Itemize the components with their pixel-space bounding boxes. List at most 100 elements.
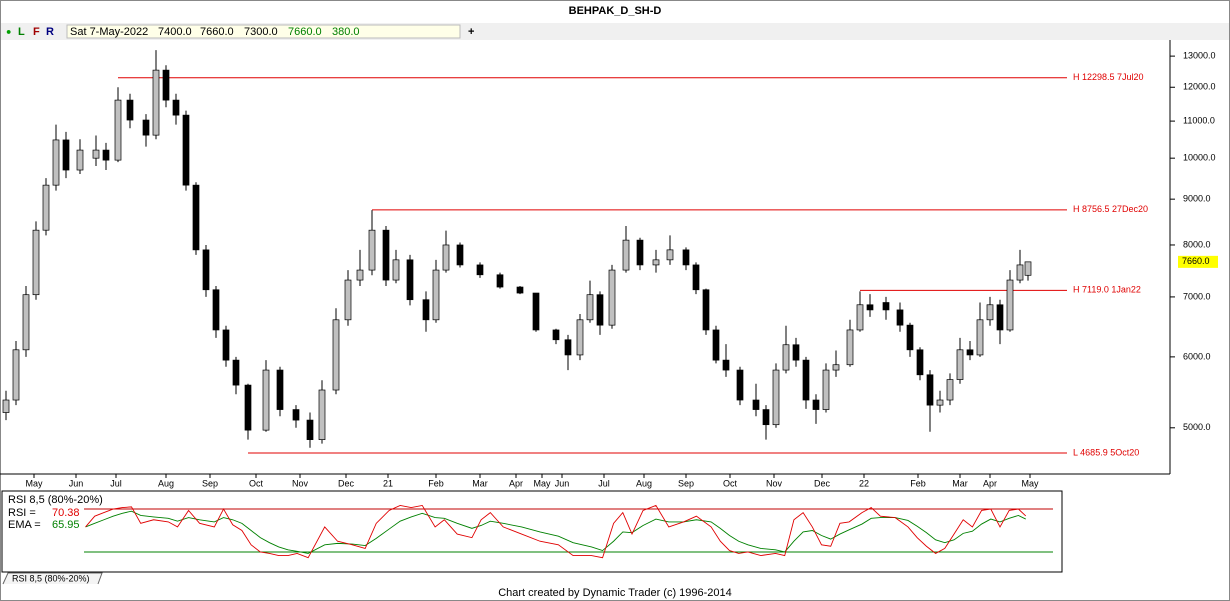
candle-body [142,119,150,136]
candle-body [812,399,820,410]
x-tick-label: Aug [158,478,174,488]
candle-body [432,269,440,321]
x-tick-label: 22 [859,478,869,488]
rsi-line [85,504,1027,559]
candle-body [532,292,540,331]
y-tick-label: 13000.0 [1183,50,1216,60]
candle-body [702,289,710,331]
candle-body [306,419,314,440]
x-tick-label: Feb [428,478,444,488]
x-tick-label: Apr [509,478,523,488]
candle-body [1016,264,1024,281]
level-label: L 4685.9 5Oct20 [1073,447,1139,457]
candle-body [564,339,572,356]
chart-title: BEHPAK_D_SH-D [569,5,662,17]
x-tick-label: Mar [472,478,488,488]
level-label: H 8756.5 27Dec20 [1073,204,1148,214]
add-button[interactable]: + [468,26,474,38]
candle-body [92,149,100,159]
candle-body [162,69,170,101]
level-label: H 12298.5 7Jul20 [1073,72,1144,82]
candle-body [292,409,300,421]
x-tick-label: 21 [383,478,393,488]
low-field: 7300.0 [244,26,278,38]
rsi-panel [1,490,1063,573]
legend-value: 65.95 [52,519,80,531]
candle-body [62,139,70,171]
candle-body [552,329,560,341]
candle-body [792,344,800,361]
x-tick-label: Sep [202,478,218,488]
candle-body [576,319,584,356]
candle-body [692,264,700,291]
candle-body [926,374,934,406]
candle-body [976,319,984,356]
candle-body [456,244,464,266]
toolbar-f[interactable]: F [33,26,40,38]
candle-body [916,349,924,376]
candle-body [496,274,504,288]
change-field: 380.0 [332,26,360,38]
x-tick-label: Nov [292,478,309,488]
candle-body [986,304,994,321]
candle-body [966,349,974,356]
candle-body [1006,279,1014,331]
candle-body [344,279,352,321]
candle-body [996,304,1004,331]
candle-body [896,309,904,326]
candle-body [476,264,484,276]
x-tick-label: Apr [983,478,997,488]
legend-value: 70.38 [52,507,80,519]
x-tick-label: May [1021,478,1039,488]
y-tick-label: 5000.0 [1183,422,1211,432]
candle-body [32,229,40,296]
candle-body [52,139,60,186]
candle-body [212,289,220,331]
toolbar-l[interactable]: L [18,26,25,38]
toolbar-r[interactable]: R [46,26,54,38]
candle-body [882,302,890,311]
candle-body [802,359,810,401]
candle-body [782,344,790,371]
candle-body [856,304,864,331]
candle-body [682,249,690,266]
candle-body [202,249,210,291]
rsi-tab[interactable] [2,572,103,585]
candle-body [752,399,760,410]
x-tick-label: May [25,478,43,488]
x-tick-label: Jul [110,478,122,488]
candle-body [152,69,160,136]
high-field: 7660.0 [200,26,234,38]
candle-body [722,359,730,371]
x-tick-label: Aug [636,478,652,488]
candle-body [636,239,644,266]
candle-body [956,349,964,380]
x-tick-label: Nov [766,478,783,488]
candle-body [832,364,840,371]
candle-body [126,99,134,121]
candle-body [666,249,674,261]
candle-body [2,399,10,413]
legend-name: RSI = [8,507,36,519]
candle-body [712,329,720,361]
candle-body [356,269,364,281]
date-field: Sat 7-May-2022 [70,26,148,38]
candle-body [1024,261,1032,276]
legend-name: EMA = [8,519,41,531]
status-dot: ● [6,26,11,36]
x-tick-label: Dec [338,478,355,488]
y-tick-label: 10000.0 [1183,153,1216,163]
rsi-tab-label[interactable]: RSI 8,5 (80%-20%) [12,573,90,583]
candle-body [608,269,616,326]
candle-body [596,294,604,326]
y-tick-label: 8000.0 [1183,239,1211,249]
x-tick-label: Oct [249,478,264,488]
candle-body [822,369,830,410]
y-tick-label: 6000.0 [1183,351,1211,361]
candle-body [762,409,770,426]
candle-body [846,329,854,366]
candle-body [114,99,122,161]
candle-body [772,369,780,426]
candle-body [262,369,270,431]
candle-body [12,349,20,401]
